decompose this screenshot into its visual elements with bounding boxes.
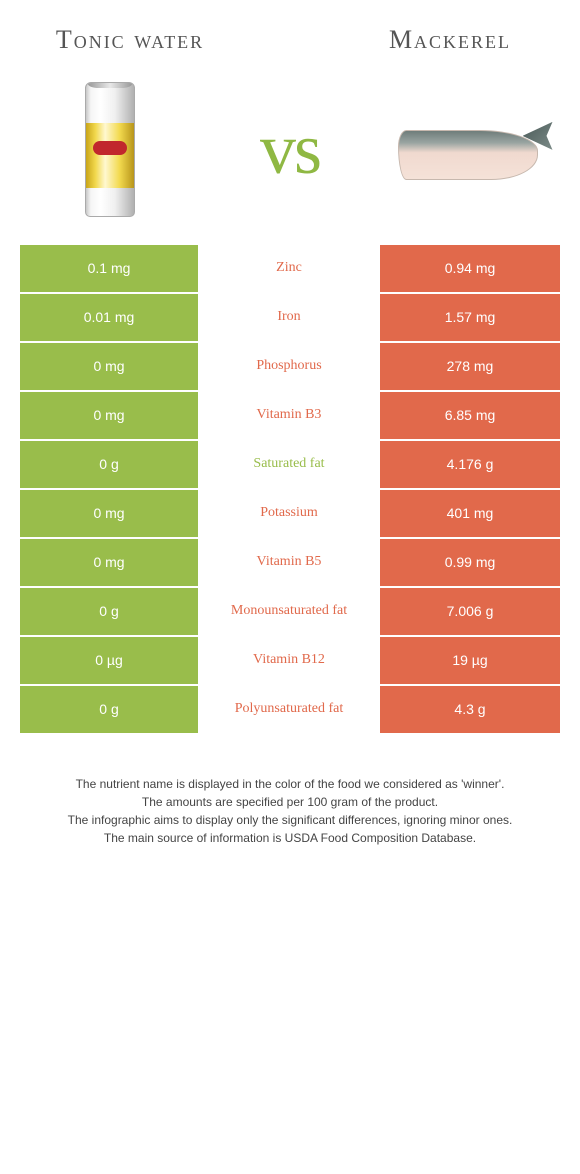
nutrient-name: Vitamin B3 (200, 392, 380, 439)
table-row: 0 gSaturated fat4.176 g (20, 441, 560, 490)
right-value: 278 mg (380, 343, 560, 390)
footer-line: The amounts are specified per 100 gram o… (30, 793, 550, 811)
right-value: 1.57 mg (380, 294, 560, 341)
vs-label: vs (260, 108, 320, 191)
left-value: 0 g (20, 441, 200, 488)
header: Tonic water Mackerel (0, 0, 580, 65)
left-value: 0 g (20, 588, 200, 635)
footer-notes: The nutrient name is displayed in the co… (0, 735, 580, 847)
right-food-title: Mackerel (360, 25, 540, 55)
table-row: 0 gMonounsaturated fat7.006 g (20, 588, 560, 637)
nutrient-name: Phosphorus (200, 343, 380, 390)
left-value: 0 mg (20, 539, 200, 586)
tonic-water-can-icon (85, 82, 135, 217)
left-value: 0.1 mg (20, 245, 200, 292)
right-value: 4.3 g (380, 686, 560, 733)
left-value: 0 mg (20, 490, 200, 537)
left-value: 0 mg (20, 343, 200, 390)
footer-line: The infographic aims to display only the… (30, 811, 550, 829)
left-value: 0.01 mg (20, 294, 200, 341)
nutrient-name: Vitamin B12 (200, 637, 380, 684)
left-value: 0 µg (20, 637, 200, 684)
nutrient-name: Zinc (200, 245, 380, 292)
right-value: 401 mg (380, 490, 560, 537)
table-row: 0.1 mgZinc0.94 mg (20, 245, 560, 294)
nutrient-name: Monounsaturated fat (200, 588, 380, 635)
table-row: 0.01 mgIron1.57 mg (20, 294, 560, 343)
right-value: 0.99 mg (380, 539, 560, 586)
left-value: 0 g (20, 686, 200, 733)
left-value: 0 mg (20, 392, 200, 439)
right-value: 4.176 g (380, 441, 560, 488)
table-row: 0 mgVitamin B36.85 mg (20, 392, 560, 441)
mackerel-icon (393, 110, 548, 190)
left-food-image (30, 75, 190, 225)
table-row: 0 µgVitamin B1219 µg (20, 637, 560, 686)
right-value: 6.85 mg (380, 392, 560, 439)
right-value: 19 µg (380, 637, 560, 684)
left-food-title: Tonic water (40, 25, 220, 55)
table-row: 0 mgPotassium401 mg (20, 490, 560, 539)
nutrient-name: Potassium (200, 490, 380, 537)
right-value: 7.006 g (380, 588, 560, 635)
table-row: 0 mgVitamin B50.99 mg (20, 539, 560, 588)
right-food-image (390, 75, 550, 225)
footer-line: The nutrient name is displayed in the co… (30, 775, 550, 793)
table-row: 0 mgPhosphorus278 mg (20, 343, 560, 392)
footer-line: The main source of information is USDA F… (30, 829, 550, 847)
right-value: 0.94 mg (380, 245, 560, 292)
nutrient-name: Polyunsaturated fat (200, 686, 380, 733)
nutrient-table: 0.1 mgZinc0.94 mg0.01 mgIron1.57 mg0 mgP… (20, 245, 560, 735)
nutrient-name: Iron (200, 294, 380, 341)
nutrient-name: Saturated fat (200, 441, 380, 488)
image-row: vs (0, 65, 580, 245)
table-row: 0 gPolyunsaturated fat4.3 g (20, 686, 560, 735)
nutrient-name: Vitamin B5 (200, 539, 380, 586)
